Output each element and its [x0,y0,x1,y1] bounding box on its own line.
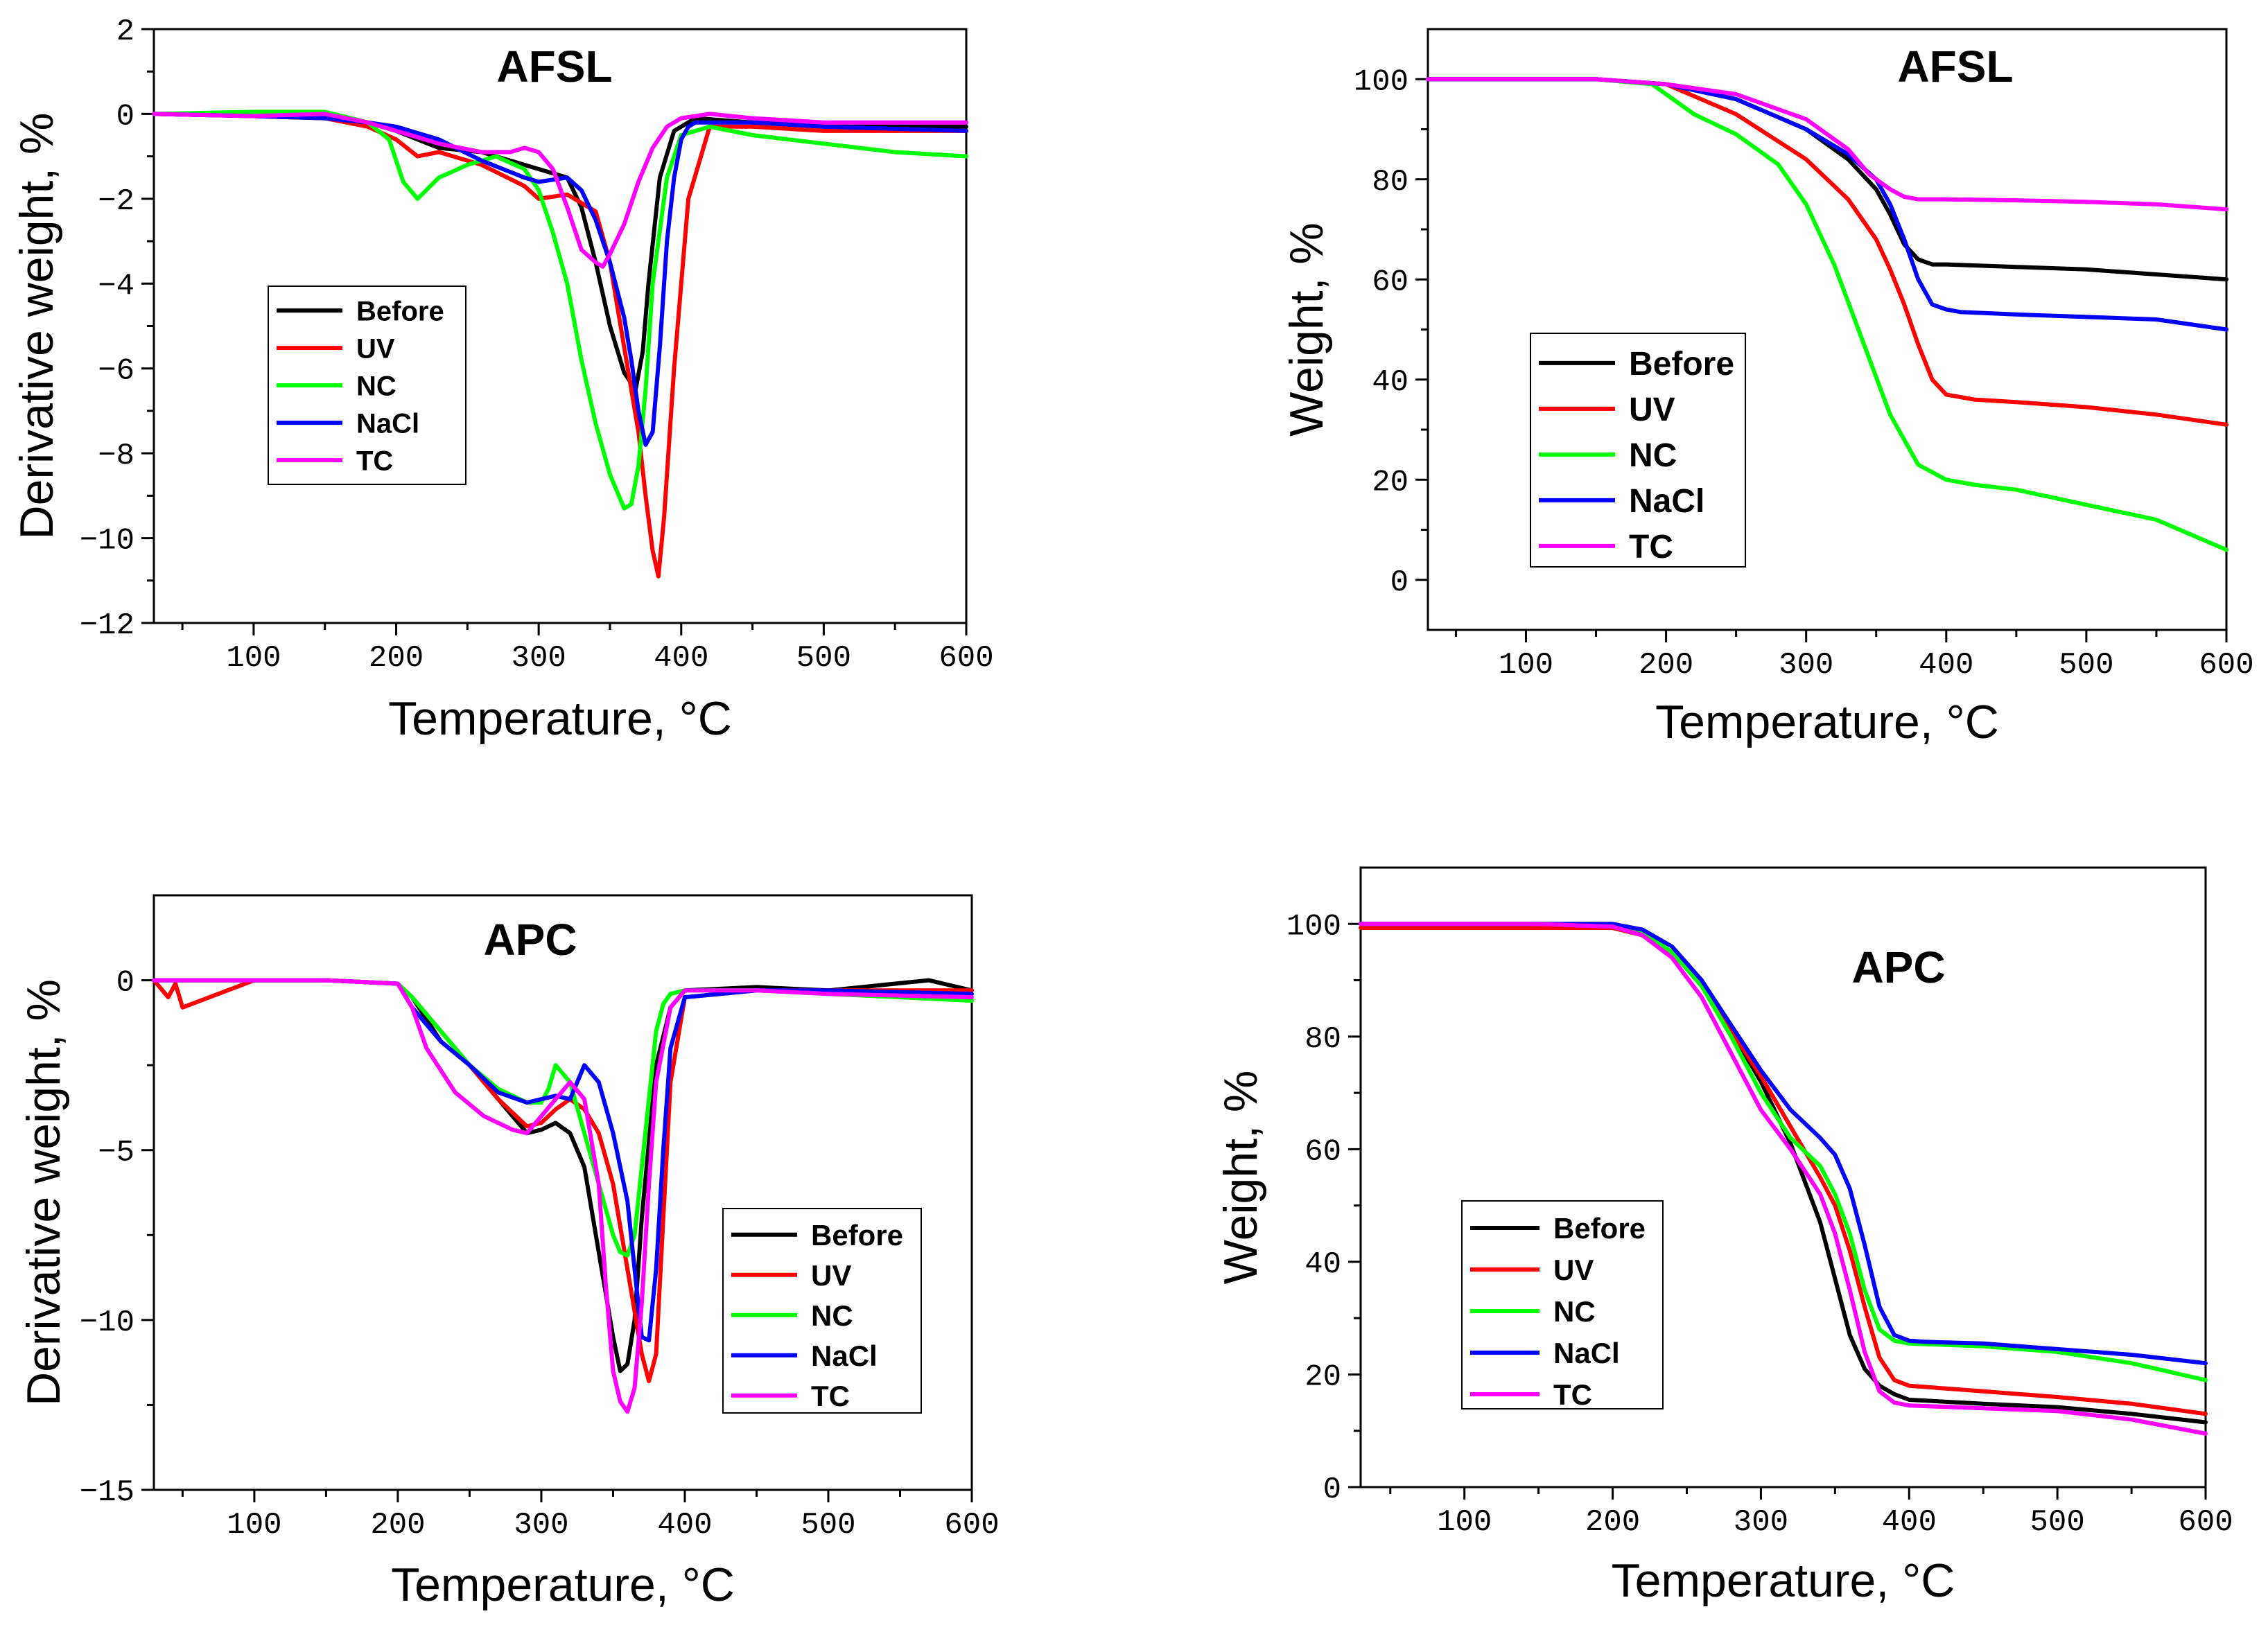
legend-label-nc: NC [356,371,396,402]
legend-label-nc: NC [1553,1295,1596,1328]
legend-label-before: Before [1629,346,1734,383]
y-tick-label: −5 [98,1136,134,1170]
x-tick-label: 400 [1882,1505,1937,1540]
y-tick-label: −2 [98,184,134,219]
y-tick-label: 0 [116,99,134,134]
legend-label-nacl: NaCl [356,409,419,439]
plot-frame [152,894,973,1491]
y-tick-label: 60 [1372,265,1408,299]
legend-label-tc: TC [1629,529,1673,565]
panel-dtg-afsl: 100 200 300 400 500 600 −12 −10 −8 −6 −4 −2 0 2 Temper… [10,15,994,745]
legend-label-nc: NC [811,1299,853,1332]
panel-dtg-apc: 100 200 300 400 500 600 −15 −10 −5 0 Temperature, … [17,894,1000,1611]
legend-box [722,1208,922,1414]
x-tick-label: 100 [226,641,281,676]
y-tick-label: −6 [98,354,134,389]
panel-title: AFSL [1897,42,2013,91]
x-tick-label: 100 [1499,648,1553,683]
x-tick-label: 400 [657,1508,712,1543]
series-line-tc [1359,922,2208,1436]
series-line-nc [152,978,974,1258]
y-tick-label: 20 [1372,465,1408,500]
legend-label-before: Before [811,1219,903,1251]
legend-label-tc: TC [356,446,393,477]
y-tick-label: −4 [98,269,134,304]
x-tick-label: 600 [939,641,993,676]
legend-box [1530,333,1746,568]
x-axis-title: Temperature, °C [391,1558,735,1611]
legend-label-before: Before [1553,1212,1646,1245]
panel-tga-apc: 100 200 300 400 500 600 0 20 40 60 80 100 Temperatur… [1214,866,2233,1607]
y-tick-label: 20 [1305,1360,1341,1394]
legend-label-tc: TC [811,1380,850,1412]
x-tick-label: 600 [944,1508,999,1543]
x-tick-label: 200 [1639,648,1693,683]
series-line-nacl [1359,922,2208,1366]
legend-label-nacl: NaCl [811,1339,878,1372]
legend-label-uv: UV [1553,1254,1594,1286]
series-line-tc [1426,77,2228,212]
y-tick-label: −8 [98,439,134,473]
y-tick-label: 80 [1372,165,1408,200]
series-line-tc [152,978,974,1414]
y-axis-title: Derivative weight, % [10,112,63,539]
panel-tga-afsl: 100 200 300 400 500 600 0 20 40 60 80 100 Temperatur… [1280,28,2254,748]
x-tick-label: 600 [2178,1505,2233,1540]
x-tick-label: 300 [1779,648,1833,683]
y-axis-title: Derivative weight, % [17,979,70,1406]
x-tick-label: 500 [801,1508,855,1543]
y-tick-label: 40 [1372,365,1408,400]
panel-title: APC [483,915,577,965]
panel-title: APC [1851,942,1945,992]
legend-label-tc: TC [1553,1378,1592,1411]
legend-box [1461,1200,1664,1409]
x-tick-label: 600 [2199,648,2253,683]
x-tick-label: 300 [514,1508,568,1543]
legend-label-nacl: NaCl [1553,1337,1620,1369]
plot-frame [1359,866,2207,1488]
series-line-nacl [152,978,974,1343]
x-tick-label: 400 [654,641,708,676]
x-axis-title: Temperature, °C [388,692,732,745]
x-tick-label: 400 [1919,648,1973,683]
x-tick-label: 200 [369,641,424,676]
legend-label-uv: UV [1629,392,1675,428]
panel-title: AFSL [496,42,612,91]
series-line-nc [152,109,968,511]
y-tick-label: −12 [80,608,134,643]
x-axis-title: Temperature, °C [1655,696,1999,748]
x-tick-label: 100 [227,1508,281,1543]
x-tick-label: 500 [2030,1505,2085,1540]
y-tick-label: 0 [1323,1473,1341,1507]
legend-label-uv: UV [356,334,395,364]
y-tick-label: 40 [1305,1247,1341,1282]
legend-label-nc: NC [1629,437,1677,474]
y-tick-label: 2 [116,15,134,49]
x-axis-title: Temperature, °C [1612,1554,1955,1607]
x-tick-label: 300 [512,641,566,676]
y-tick-label: −15 [80,1475,134,1510]
x-tick-label: 200 [1585,1505,1640,1540]
y-axis-title: Weight, % [1280,222,1333,437]
y-tick-label: 0 [1390,565,1408,600]
series-line-tc [152,112,968,269]
y-tick-label: 80 [1305,1022,1341,1057]
legend-label-nacl: NaCl [1629,483,1704,520]
y-tick-label: 100 [1286,909,1341,944]
y-tick-label: 60 [1305,1134,1341,1169]
x-tick-label: 500 [796,641,851,676]
y-tick-label: 100 [1354,64,1408,99]
y-tick-label: −10 [80,1306,134,1340]
y-tick-label: 0 [116,966,134,1001]
series-line-nacl [152,112,968,447]
x-tick-label: 200 [370,1508,425,1543]
y-axis-title: Weight, % [1214,1071,1267,1285]
legend-label-before: Before [356,297,444,327]
x-tick-label: 300 [1734,1505,1788,1540]
y-tick-label: −10 [80,524,134,559]
legend-label-uv: UV [811,1259,851,1292]
x-tick-label: 500 [2059,648,2113,683]
x-tick-label: 100 [1437,1505,1492,1540]
